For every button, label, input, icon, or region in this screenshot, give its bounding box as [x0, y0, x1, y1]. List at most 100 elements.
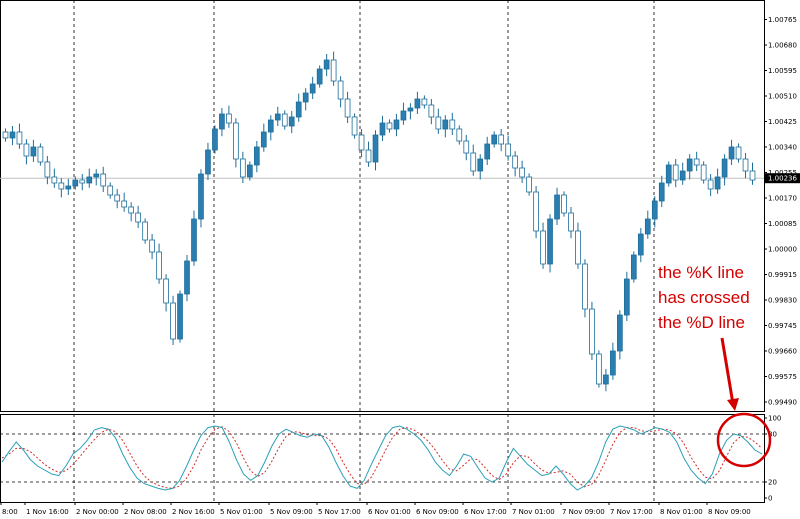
time-tick-label: 6 Nov 09:00 — [416, 508, 459, 516]
candle-body — [568, 212, 574, 232]
candle-body — [309, 83, 316, 94]
candle-body — [156, 251, 162, 280]
candle-body — [58, 182, 65, 190]
candle-body — [114, 194, 121, 202]
candle-body — [177, 293, 183, 340]
candle-body — [414, 98, 421, 109]
candle-body — [393, 119, 400, 130]
candle-body — [316, 68, 323, 85]
candle-body — [386, 122, 393, 130]
price-tick-label: 1.00085 — [768, 220, 797, 228]
candle-body — [693, 158, 700, 166]
candle-body — [302, 92, 309, 103]
candle-body — [610, 350, 616, 376]
candle-body — [407, 107, 414, 112]
current-price-label: 1.00236 — [768, 175, 797, 183]
candle-body — [51, 176, 58, 184]
candle-body — [86, 176, 93, 184]
price-pane — [0, 0, 765, 412]
candle-body — [79, 179, 86, 184]
candle-body — [470, 152, 477, 172]
price-tick-label: 1.00595 — [768, 67, 797, 75]
time-tick-label: 2 Nov 00:00 — [76, 508, 119, 516]
candle-body — [121, 200, 128, 208]
candle-body — [65, 185, 72, 190]
candle-body — [107, 185, 114, 196]
stochastic-pane-frame — [0, 414, 765, 503]
candle-body — [735, 146, 742, 160]
candle-body — [547, 218, 553, 265]
candle-body — [246, 164, 253, 178]
time-tick-label: 8 Nov 09:00 — [708, 508, 751, 516]
candle-body — [707, 179, 714, 190]
candle-body — [456, 128, 463, 142]
price-tick-label: 0.99660 — [768, 348, 797, 356]
candle-body — [23, 143, 30, 157]
time-tick-label: 2 Nov 16:00 — [172, 508, 215, 516]
time-tick-label: 7 Nov 17:00 — [610, 508, 653, 516]
stoch-tick-label: 0 — [768, 495, 772, 503]
candle-body — [260, 131, 267, 148]
time-tick-label: 5 Nov 01:00 — [220, 508, 263, 516]
candle-body — [351, 116, 358, 136]
time-tick-label: 5 Nov 17:00 — [318, 508, 361, 516]
candle-body — [379, 122, 386, 136]
candle-body — [637, 233, 644, 256]
annotation-line-1: the %K line — [658, 263, 744, 282]
candle-body — [428, 104, 435, 118]
candle-body — [219, 113, 225, 130]
candle-body — [323, 59, 330, 70]
price-tick-label: 1.00340 — [768, 144, 797, 152]
candle-body — [198, 173, 204, 220]
candle-body — [491, 134, 498, 145]
candle-body — [149, 239, 155, 253]
candle-body — [226, 113, 232, 124]
candle-body — [596, 353, 602, 385]
price-tick-label: 0.99915 — [768, 271, 797, 279]
candle-body — [142, 221, 148, 241]
candle-body — [253, 146, 260, 166]
candle-body — [540, 230, 546, 265]
price-tick-label: 1.00510 — [768, 93, 797, 101]
candle-body — [533, 191, 539, 232]
candle-body — [2, 131, 9, 139]
price-tick-label: 1.00255 — [768, 169, 797, 177]
candle-body — [554, 194, 560, 220]
candle-body — [365, 149, 372, 163]
price-tick-label: 1.00680 — [768, 42, 797, 50]
candle-body — [449, 119, 456, 130]
candle-body — [37, 146, 44, 163]
candle-body — [281, 113, 288, 127]
annotation-circle — [716, 412, 772, 468]
candle-body — [721, 158, 728, 178]
price-tick-label: 1.00425 — [768, 118, 797, 126]
candle-body — [344, 98, 351, 118]
price-tick-label: 1.00000 — [768, 246, 797, 254]
candle-body — [400, 110, 407, 121]
candle-body — [742, 158, 749, 172]
price-tick-label: 0.99830 — [768, 297, 797, 305]
candle-body — [575, 230, 581, 265]
candle-body — [372, 134, 379, 163]
candle-body — [44, 161, 51, 178]
candle-body — [442, 119, 449, 130]
stochastic-pane — [0, 414, 765, 503]
candle-body — [728, 146, 735, 160]
time-tick-label: 5 Nov 09:00 — [270, 508, 313, 516]
candle-body — [498, 134, 505, 145]
axes: 1.00765 1.00680 1.00595 1.00510 1.00425 1.003… — [0, 16, 800, 516]
candle-body — [512, 155, 518, 169]
candle-body — [163, 278, 169, 304]
annotation-arrowhead — [727, 398, 739, 411]
time-tick-label: 7 Nov 09:00 — [562, 508, 605, 516]
candle-body — [295, 101, 302, 118]
candle-body — [630, 254, 637, 280]
candle-body — [686, 158, 693, 172]
candle-body — [128, 206, 135, 214]
time-tick-label: 6 Nov 01:00 — [368, 508, 411, 516]
stoch-d-line — [1, 426, 763, 489]
candle-body — [100, 173, 107, 187]
candle-body — [30, 146, 37, 157]
price-tick-label: 0.99490 — [768, 399, 797, 407]
